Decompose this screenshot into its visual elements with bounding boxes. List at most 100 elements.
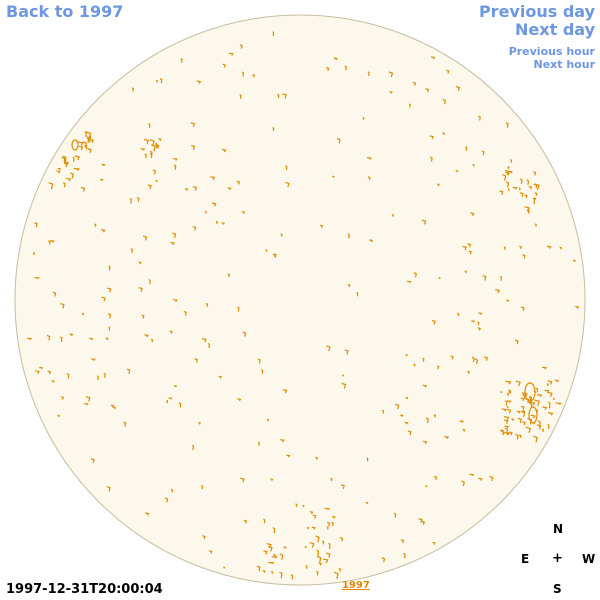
contour-mark [85,396,91,402]
contour-mark [272,127,275,131]
contour-mark [123,421,127,427]
contour-mark [506,400,512,403]
contour-mark [154,144,160,149]
contour-mark [532,197,536,205]
contour-mark [469,473,475,477]
contour-mark [34,276,40,280]
magnetic-contours [27,31,580,580]
contour-mark [504,425,510,429]
contour-mark [32,251,36,256]
contour-mark [113,406,117,410]
contour-mark [105,337,109,341]
contour-mark [429,135,434,140]
contour-mark [515,433,519,440]
contour-mark [172,298,178,303]
back-to-year-link[interactable]: Back to 1997 [6,2,124,21]
contour-mark [280,233,283,237]
contour-mark [503,246,506,250]
contour-mark [263,518,266,524]
contour-mark [94,223,97,227]
contour-mark [240,477,245,483]
contour-mark [400,539,405,544]
contour-mark [100,178,104,182]
contour-mark [27,337,33,341]
contour-mark [263,550,268,555]
contour-mark [499,429,503,433]
contour-mark [365,501,369,505]
contour-mark [477,321,480,326]
contour-mark [436,365,440,370]
next-hour-link[interactable]: Next hour [533,58,596,71]
contour-mark [503,419,509,424]
contour-mark [144,334,149,338]
contour-mark [170,488,174,493]
contour-mark [389,91,393,94]
observation-timestamp: 1997-12-31T20:00:04 [6,582,163,597]
contour-mark [208,550,213,554]
contour-mark [339,537,344,542]
contour-mark [39,366,44,370]
contour-mark [511,418,515,422]
contour-mark [316,549,320,557]
contour-mark [534,183,540,191]
contour-mark [519,192,524,198]
contour-mark [319,224,324,228]
contour-mark [330,521,334,527]
contour-mark [400,414,404,418]
contour-mark [103,372,106,378]
contour-mark [461,480,465,487]
contour-mark [239,93,242,99]
contour-mark [404,421,409,425]
contour-mark [144,153,147,159]
contour-mark [56,170,61,174]
contour-mark [286,454,291,458]
contour-mark [381,409,385,414]
contour-mark [35,370,40,374]
contour-mark [431,319,436,325]
contour-mark [242,331,247,337]
contour-mark [271,570,274,575]
contour-mark [57,167,62,171]
contour-mark [421,219,427,225]
contour-mark [326,345,331,352]
contour-mark [508,170,513,174]
contour-mark [205,302,209,307]
contour-mark [573,259,576,263]
contour-loop [524,382,536,402]
compass-west: W [582,552,596,566]
contour-mark [507,188,510,192]
contour-mark [152,169,156,175]
contour-mark [138,261,142,265]
contour-mark [302,504,305,508]
contour-mark [547,401,551,409]
contour-mark [555,402,563,405]
contour-mark [65,177,72,182]
contour-mark [340,484,345,490]
next-day-link[interactable]: Next day [515,20,595,39]
contour-mark [325,67,330,72]
previous-hour-link[interactable]: Previous hour [508,45,595,58]
contour-mark [455,85,461,91]
contour-mark [356,291,359,297]
contour-mark [60,302,65,309]
compass-south: S [553,582,562,596]
contour-mark [148,279,151,285]
contour-mark [237,306,240,312]
contour-mark [506,405,509,409]
contour-mark [425,88,430,93]
contour-mark [544,389,550,393]
contour-mark [467,243,472,248]
contour-mark [84,131,87,138]
contour-mark [63,161,70,166]
previous-day-link[interactable]: Previous day [478,2,595,21]
contour-mark [285,165,288,171]
contour-mark [290,574,294,580]
contour-mark [464,270,467,274]
contour-mark [324,507,331,511]
contour-mark [450,355,454,360]
contour-mark [506,299,510,302]
contour-mark [518,187,521,191]
contour-mark [489,475,494,482]
year-link[interactable]: 1997 [342,580,370,591]
